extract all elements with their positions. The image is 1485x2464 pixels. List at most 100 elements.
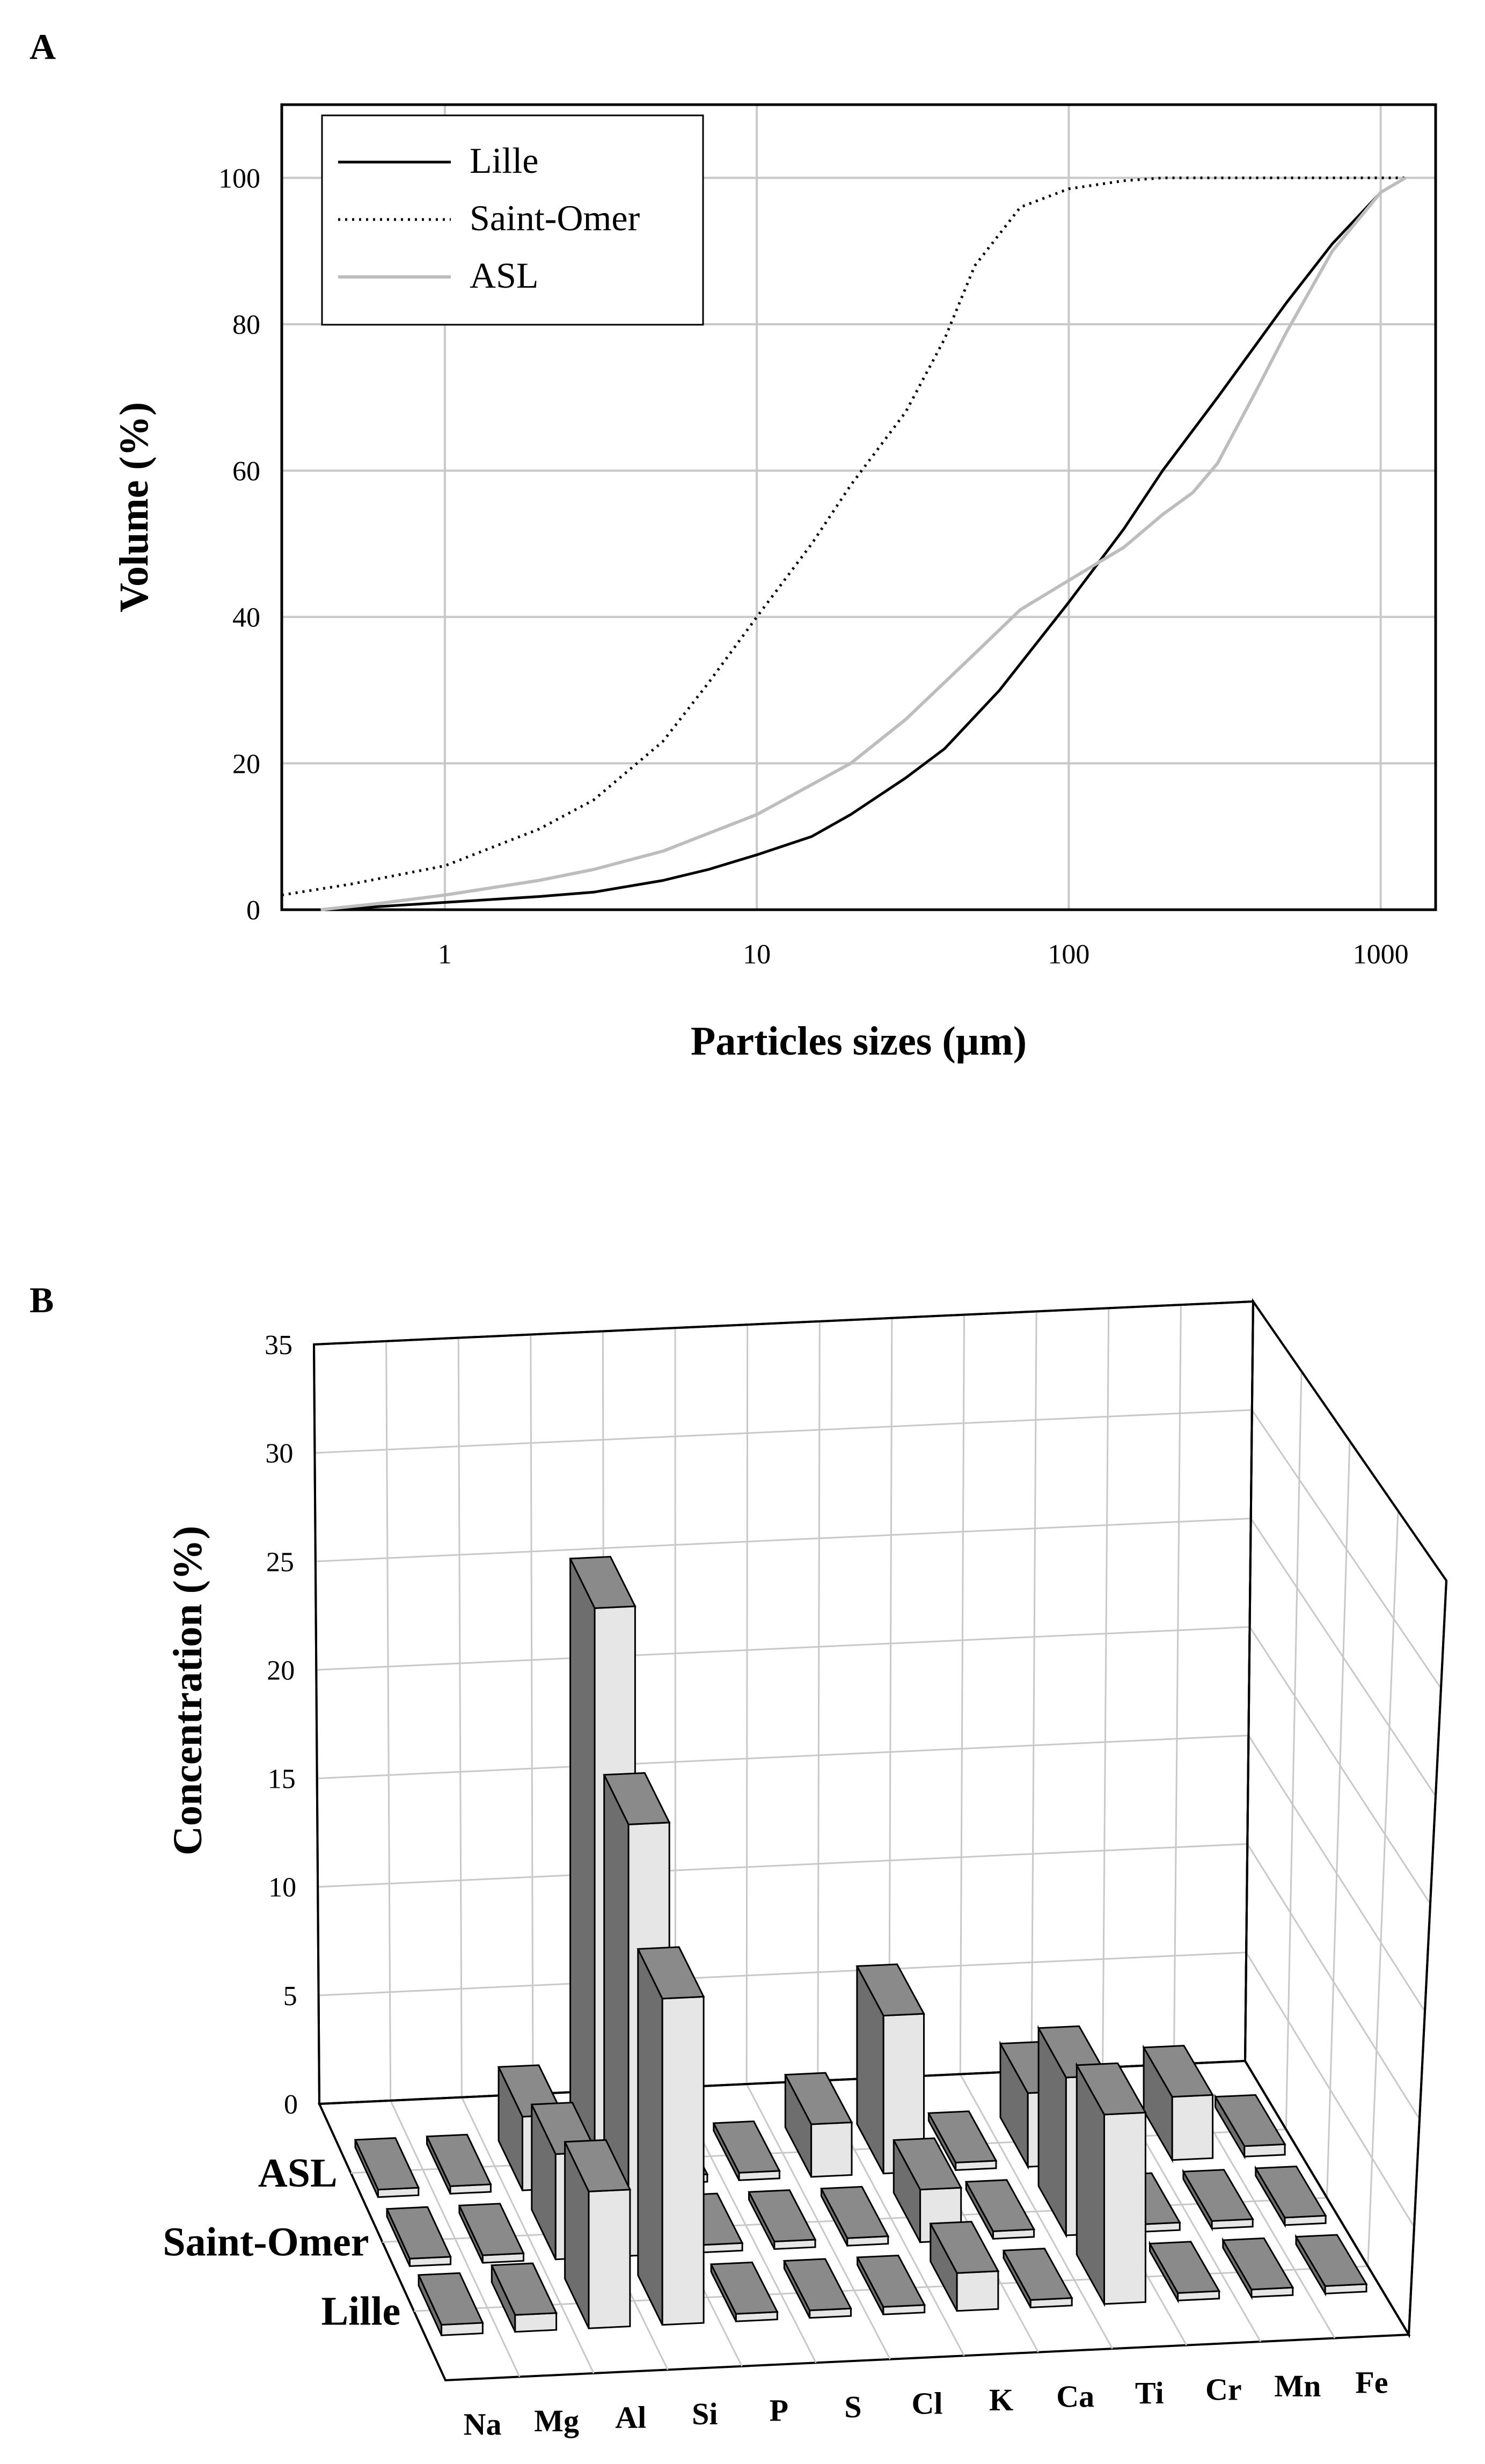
- bar-top: [426, 2133, 492, 2187]
- bar-lille-s: [782, 2258, 852, 2319]
- category-label: Mg: [534, 2403, 579, 2438]
- y-tick-labels: 0 20 40 60 80 100: [218, 163, 260, 926]
- bar-saint-omer-na: [385, 2206, 452, 2267]
- bar-lille-al: [564, 2139, 632, 2329]
- bar-top: [1214, 2094, 1286, 2147]
- bar-top: [709, 2261, 779, 2315]
- bar-saint-omer-ca: [964, 2179, 1036, 2240]
- bar-lille-cr: [1148, 2240, 1221, 2304]
- bar-lille-si: [637, 1946, 705, 2326]
- x-tick-labels: 1 10 100 1000: [438, 939, 1409, 970]
- bar-saint-omer-mn: [1182, 2168, 1254, 2232]
- y-tick-label: 30: [265, 1438, 293, 1469]
- y-tick-label: 40: [232, 603, 260, 633]
- bar-top: [1148, 2241, 1221, 2294]
- bar-lille-mn: [1221, 2237, 1294, 2300]
- bar-lille-na: [417, 2272, 484, 2336]
- x-tick-label: 100: [1048, 939, 1089, 970]
- bar-lille-fe: [1294, 2234, 1368, 2297]
- series-group: [281, 176, 1407, 911]
- series-line-asl: [320, 176, 1407, 911]
- y-tick-label: 5: [283, 1981, 297, 2012]
- y-tick-label: 35: [265, 1330, 292, 1361]
- bar-front: [956, 2270, 999, 2312]
- bars-group: [354, 1555, 1368, 2336]
- bar-lille-p: [709, 2261, 779, 2322]
- bar-saint-omer-cl: [820, 2185, 890, 2247]
- side-wall-outline: [1243, 1298, 1448, 2338]
- series-labels: ASL Saint-Omer Lille: [163, 2151, 400, 2334]
- category-label: Ca: [1056, 2379, 1094, 2414]
- bar-asl-mn: [1142, 2044, 1215, 2163]
- bar-top: [1254, 2165, 1327, 2219]
- category-label: K: [989, 2382, 1013, 2417]
- category-label: Al: [615, 2400, 646, 2435]
- y-tick-label: 60: [232, 456, 260, 487]
- y-axis-label: Volume (%): [112, 402, 157, 612]
- category-labels: Na Mg Al Si P S Cl K Ca Ti Cr Mn Fe: [464, 2365, 1388, 2441]
- category-label: Cl: [912, 2386, 943, 2421]
- bar-saint-omer-s: [748, 2189, 817, 2250]
- bar-top: [820, 2185, 890, 2239]
- series-label: Lille: [321, 2288, 400, 2334]
- bar-front: [514, 2312, 558, 2333]
- y-tick-label: 15: [268, 1764, 296, 1795]
- bar-top: [603, 1772, 671, 1825]
- panel-b-letter: B: [30, 1279, 54, 1320]
- x-axis-label: Particles sizes (µm): [691, 1019, 1027, 1064]
- bar-top: [1294, 2234, 1368, 2287]
- bar-top: [784, 2072, 853, 2125]
- legend-box: [321, 114, 704, 326]
- bar-asl-cl: [784, 2072, 853, 2178]
- panel-a-letter: A: [30, 26, 56, 67]
- bar-lille-mg: [490, 2262, 558, 2333]
- y-tick-label: 80: [232, 310, 260, 340]
- bar-front: [810, 2121, 853, 2178]
- bar-top: [490, 2262, 558, 2316]
- category-label: P: [770, 2393, 788, 2428]
- y-tick-label: 100: [218, 163, 260, 194]
- legend: Lille Saint-Omer ASL: [321, 114, 704, 326]
- y-tick-labels: 0 5 10 15 20 25 30 35: [265, 1330, 298, 2120]
- category-label: Ti: [1135, 2375, 1164, 2410]
- category-label: Fe: [1355, 2365, 1388, 2400]
- bar-top: [564, 2139, 632, 2192]
- bar-side: [569, 1558, 596, 2188]
- category-label: Mn: [1274, 2368, 1321, 2403]
- bar-lille-cl: [856, 2254, 926, 2315]
- bar-asl-s: [712, 2120, 781, 2181]
- bar-asl-k: [855, 1963, 925, 2175]
- bar-top: [929, 2220, 1000, 2274]
- bar-top: [1221, 2237, 1294, 2291]
- y-tick-label: 20: [232, 749, 260, 779]
- category-label: Na: [464, 2407, 502, 2442]
- bar-front: [661, 1995, 705, 2326]
- bar-top: [964, 2179, 1036, 2232]
- bar-asl-mg: [426, 2133, 492, 2195]
- bar-side: [637, 1948, 663, 2326]
- category-label: Cr: [1205, 2372, 1242, 2407]
- bar-top: [417, 2272, 484, 2326]
- legend-label: ASL: [470, 255, 538, 296]
- legend-label: Saint-Omer: [470, 198, 640, 238]
- bar-top: [712, 2120, 781, 2174]
- bar-asl-ca: [927, 2110, 998, 2171]
- series-label: Saint-Omer: [163, 2220, 369, 2265]
- bar3d-chart: 0 5 10 15 20 25 30 35 Na Mg Al Si P S Cl K Ca Ti Cr Mn Fe A…: [163, 1298, 1448, 2442]
- bar-top: [856, 2254, 926, 2308]
- x-tick-label: 1000: [1353, 939, 1409, 970]
- bar-lille-k: [929, 2220, 1000, 2312]
- bar-top: [569, 1555, 637, 1609]
- y-tick-label: 25: [266, 1547, 294, 1577]
- bar-top: [637, 1946, 705, 2000]
- bar-top: [1075, 2062, 1147, 2116]
- bar-top: [385, 2206, 452, 2260]
- bar-lille-ca: [1002, 2248, 1073, 2308]
- bar-front: [588, 2189, 631, 2329]
- series-label: ASL: [258, 2151, 338, 2196]
- plot-frame: [280, 103, 1437, 911]
- bar-top: [927, 2110, 998, 2163]
- legend-label: Lille: [470, 140, 538, 181]
- x-tick-label: 10: [743, 939, 771, 970]
